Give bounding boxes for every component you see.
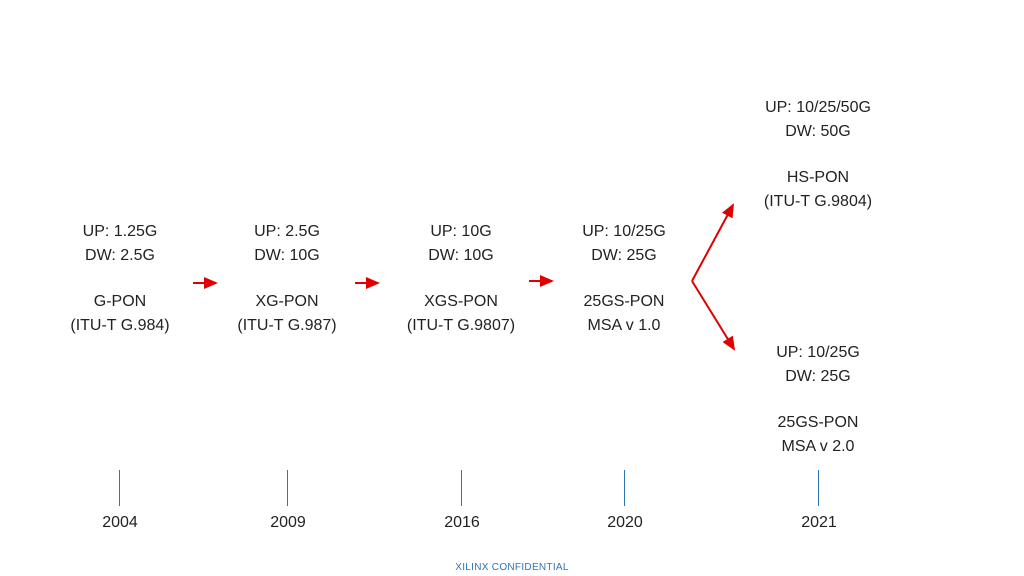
arrow-branch-down (691, 280, 736, 351)
node-name: XG-PON (255, 293, 319, 310)
node-xgpon: UP: 2.5G DW: 10G XG-PON (ITU-T G.987) (187, 220, 387, 338)
year-label: 2004 (102, 514, 138, 531)
node-up-rate: UP: 10/25G (582, 223, 666, 240)
node-dw-rate: DW: 50G (785, 123, 851, 140)
confidential-footer: XILINX CONFIDENTIAL (455, 562, 569, 573)
node-25gspon-v1: UP: 10/25G DW: 25G 25GS-PON MSA v 1.0 (524, 220, 724, 338)
year-label: 2009 (270, 514, 306, 531)
year-label: 2021 (801, 514, 837, 531)
node-dw-rate: DW: 25G (591, 247, 657, 264)
node-standard: MSA v 2.0 (781, 438, 855, 455)
node-up-rate: UP: 10/25G (776, 344, 860, 361)
node-name: 25GS-PON (583, 293, 665, 310)
node-standard: (ITU-T G.984) (70, 317, 170, 334)
node-dw-rate: DW: 10G (254, 247, 320, 264)
node-up-rate: UP: 1.25G (82, 223, 158, 240)
node-dw-rate: DW: 2.5G (85, 247, 155, 264)
node-xgspon: UP: 10G DW: 10G XGS-PON (ITU-T G.9807) (361, 220, 561, 338)
arrow-branch-up (691, 203, 734, 282)
timeline-tick (818, 470, 819, 506)
node-standard: (ITU-T G.987) (237, 317, 337, 334)
node-standard: (ITU-T G.9804) (763, 193, 873, 210)
timeline-tick (624, 470, 625, 506)
node-standard: (ITU-T G.9807) (406, 317, 516, 334)
timeline-tick (287, 470, 288, 506)
node-name: XGS-PON (424, 293, 498, 310)
node-name: G-PON (93, 293, 147, 310)
node-name: HS-PON (786, 169, 850, 186)
node-gpon: UP: 1.25G DW: 2.5G G-PON (ITU-T G.984) (20, 220, 220, 338)
node-25gspon-v2: UP: 10/25G DW: 25G 25GS-PON MSA v 2.0 (718, 341, 918, 459)
node-up-rate: UP: 10G (430, 223, 492, 240)
node-dw-rate: DW: 25G (785, 368, 851, 385)
node-up-rate: UP: 10/25/50G (765, 99, 871, 116)
node-standard: MSA v 1.0 (587, 317, 661, 334)
node-up-rate: UP: 2.5G (254, 223, 320, 240)
node-name: 25GS-PON (777, 414, 859, 431)
timeline-tick (119, 470, 120, 506)
node-dw-rate: DW: 10G (428, 247, 494, 264)
year-label: 2016 (444, 514, 480, 531)
year-label: 2020 (607, 514, 643, 531)
node-hspon: UP: 10/25/50G DW: 50G HS-PON (ITU-T G.98… (718, 96, 918, 214)
timeline-tick (461, 470, 462, 506)
